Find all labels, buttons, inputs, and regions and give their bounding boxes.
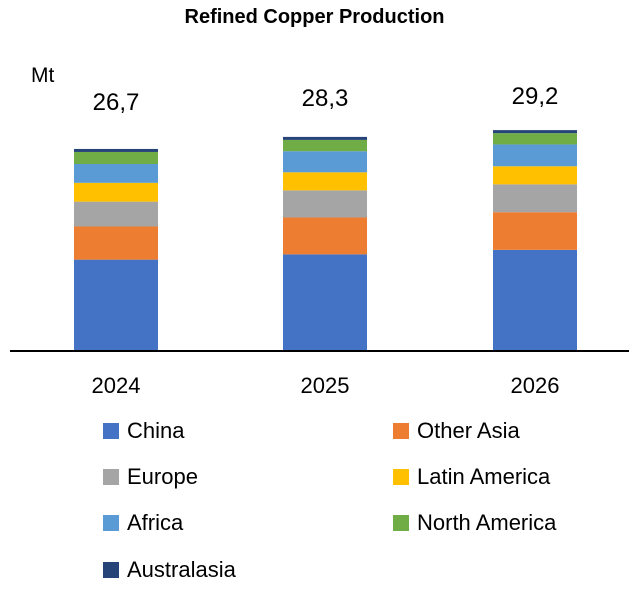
bar-segment-europe-2024 xyxy=(74,201,158,227)
legend-item-australasia: Australasia xyxy=(103,555,236,585)
stacked-bar-chart: 26,7 2024 28,3 2025 29,2 2026 xyxy=(10,83,629,398)
x-tick-label-2025: 2025 xyxy=(301,373,350,398)
legend-item-africa: Africa xyxy=(103,508,183,538)
legend-label: China xyxy=(127,418,185,443)
bar-segment-other-asia-2025 xyxy=(283,217,367,255)
legend-item-europe: Europe xyxy=(103,462,198,492)
bar-segment-latin-america-2026 xyxy=(493,166,577,185)
bar-segment-africa-2026 xyxy=(493,144,577,167)
bar-segment-europe-2025 xyxy=(283,190,367,218)
legend-swatch xyxy=(103,469,119,485)
legend-label: Australasia xyxy=(127,557,236,582)
bar-segment-australasia-2026 xyxy=(493,130,577,134)
legend-label: North America xyxy=(417,510,557,535)
legend-label: Europe xyxy=(127,464,198,489)
legend-label: Africa xyxy=(127,510,184,535)
bar-segment-africa-2024 xyxy=(74,164,158,183)
legend-swatch xyxy=(103,423,119,439)
bar-segment-other-asia-2026 xyxy=(493,212,577,250)
total-label-2024: 26,7 xyxy=(93,89,140,116)
legend-swatch xyxy=(393,423,409,439)
bar-segment-china-2025 xyxy=(283,254,367,350)
bar-segment-latin-america-2024 xyxy=(74,182,158,202)
chart-title: Refined Copper Production xyxy=(184,6,445,28)
bar-segment-north-america-2024 xyxy=(74,151,158,165)
legend-swatch xyxy=(103,562,119,578)
legend-item-china: China xyxy=(103,416,184,446)
bar-segment-europe-2026 xyxy=(493,184,577,213)
legend-swatch xyxy=(393,515,409,531)
x-tick-label-2024: 2024 xyxy=(92,373,141,398)
total-label-2026: 29,2 xyxy=(512,83,559,110)
legend-swatch xyxy=(393,469,409,485)
bar-segment-australasia-2024 xyxy=(74,148,158,152)
legend-label: Other Asia xyxy=(417,418,520,443)
bar-segment-africa-2025 xyxy=(283,151,367,173)
bar-segment-latin-america-2025 xyxy=(283,172,367,191)
bar-segment-australasia-2025 xyxy=(283,136,367,140)
legend-label: Latin America xyxy=(417,464,551,489)
bar-segment-other-asia-2024 xyxy=(74,226,158,260)
total-label-2025: 28,3 xyxy=(302,85,349,112)
legend-item-north-america: North America xyxy=(393,508,556,538)
bar-segment-china-2024 xyxy=(74,259,158,350)
bar-segment-china-2026 xyxy=(493,249,577,350)
x-tick-label-2026: 2026 xyxy=(511,373,560,398)
bar-segment-north-america-2025 xyxy=(283,139,367,152)
bar-segment-north-america-2026 xyxy=(493,133,577,145)
y-axis-unit-label: Mt xyxy=(31,64,55,87)
legend-swatch xyxy=(103,515,119,531)
legend-item-latin-america: Latin America xyxy=(393,462,550,492)
legend-item-other-asia: Other Asia xyxy=(393,416,520,446)
